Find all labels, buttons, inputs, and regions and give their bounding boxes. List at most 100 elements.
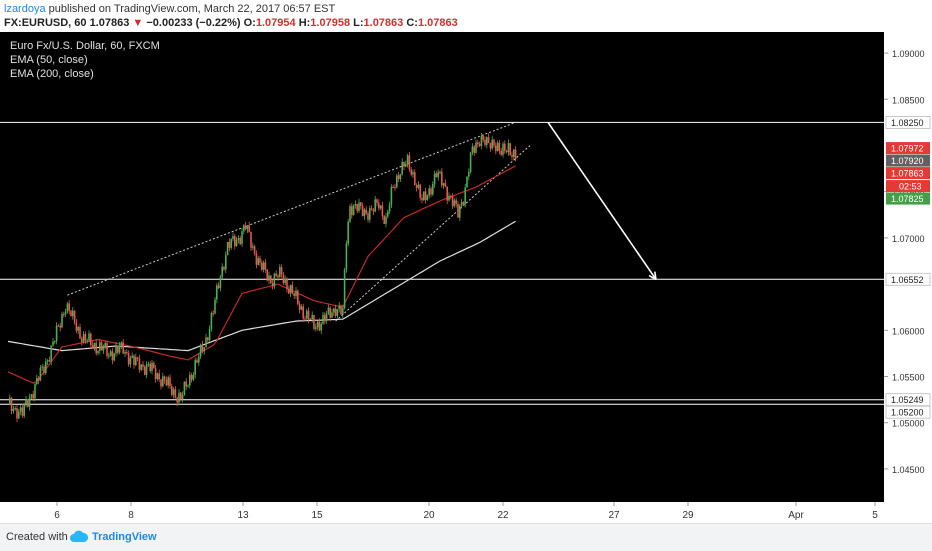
candle-body [243,225,245,232]
candle-body [514,149,517,160]
candle-body [487,137,490,144]
candle-body [284,278,286,283]
candle-body [73,310,76,323]
candle-body [306,310,308,319]
candle-body [214,299,216,314]
close-label: C: [406,17,418,29]
candle-body [358,202,360,211]
candle-body [235,239,238,247]
candle-body [421,197,423,201]
candle-body [257,258,259,265]
candle-body [244,225,247,230]
candle-body [410,169,412,175]
candle-body [86,340,88,342]
candle-body [199,344,202,357]
candle-body [446,186,448,201]
created-with-label: Created with [6,531,68,543]
candle-body [365,209,367,214]
candle-body [108,355,110,357]
candle-body [198,356,200,363]
candle-body [500,150,502,155]
candle-body [399,174,402,180]
candle-body [19,407,22,412]
candle-body [9,397,11,405]
candle-body [286,278,288,290]
open-value: 1.07954 [255,17,296,29]
candle-body [439,171,441,173]
price-chart[interactable]: Euro Fx/U.S. Dollar, 60, FXCM EMA (50, c… [0,32,932,523]
tradingview-link[interactable]: TradingView [92,531,157,543]
candle-body [327,307,330,314]
candle-body [462,202,465,205]
candle-body [248,225,250,233]
candle-body [309,319,312,321]
candle-body [482,136,484,140]
candle-body [403,161,405,167]
candle-body [95,342,97,354]
candle-body [279,267,281,278]
candle-body [464,187,466,205]
candle-body [77,327,79,331]
candle-body [144,366,146,375]
candle-body [480,136,483,147]
candle-body [18,411,20,419]
candle-body [388,204,391,212]
arrow-shaft [547,121,657,280]
price-tick-label: 1.07000 [892,234,925,244]
candle-body [90,333,92,346]
candle-body [397,175,400,180]
candle-body [216,285,218,300]
candle-body [43,366,45,373]
candle-body [66,303,69,312]
candle-body [475,142,477,153]
price-tag [886,180,930,193]
price-tag [885,115,931,129]
candle-body [174,389,177,399]
candle-body [354,204,357,206]
price-tag [886,142,930,155]
candle-body [340,305,342,315]
candle-body [466,176,468,188]
candle-body [437,172,439,178]
candle-body [495,145,497,152]
candle-body [387,211,389,217]
candle-body [165,379,168,386]
candle-body [72,310,74,317]
candle-body [162,376,164,387]
candle-body [471,146,474,153]
candle-body [293,293,295,297]
candle-body [64,311,67,315]
candle-body [360,202,362,207]
candle-body [45,361,47,373]
candle-body [345,243,348,270]
candle-body [136,357,139,359]
price-tag-label: 1.08250 [891,118,924,128]
candle-body [262,262,265,270]
candle-body [460,202,463,206]
candle-body [316,321,319,328]
candle-body [118,345,121,353]
time-tick-label: 29 [682,510,694,521]
close-value: 1.07863 [417,17,458,29]
time-tick-label: 13 [237,510,249,521]
candle-body [322,314,324,324]
price-tag-label: 1.07863 [891,169,924,179]
candle-body [396,175,398,188]
time-tick-label: 22 [497,510,509,521]
candle-body [50,345,52,362]
candle-body [376,199,378,204]
candle-body [304,318,306,320]
candle-body [68,303,70,311]
candle-body [180,392,182,399]
price-tag [885,393,931,407]
trendline [67,121,516,296]
time-axis-ticks: 6 8 13 15 20 22 27 29 Apr 5 [54,502,878,521]
candle-body [167,377,169,386]
candle-body [315,327,317,329]
author-link[interactable]: lzardoya [4,3,46,15]
candle-body [414,172,416,186]
plot-background [0,32,884,502]
price-tag-label: 1.07972 [891,144,924,154]
candle-body [48,360,51,362]
price-tag-label: 1.07825 [891,194,924,204]
